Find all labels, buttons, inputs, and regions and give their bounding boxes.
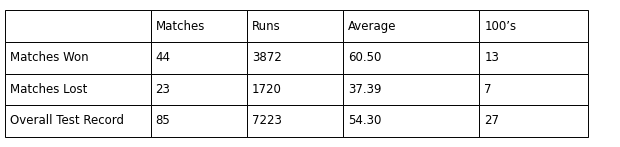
Text: 23: 23: [156, 83, 171, 96]
Text: 60.50: 60.50: [348, 51, 381, 64]
Bar: [479, 10, 588, 42]
Text: Matches: Matches: [156, 20, 205, 33]
Bar: [5, 10, 151, 42]
Bar: [151, 105, 247, 137]
Bar: [479, 105, 588, 137]
Text: 44: 44: [156, 51, 171, 64]
Bar: [479, 74, 588, 105]
Bar: [247, 105, 343, 137]
Bar: [151, 42, 247, 74]
Bar: [5, 42, 151, 74]
Text: 3872: 3872: [252, 51, 281, 64]
Bar: [151, 74, 247, 105]
Text: Matches Lost: Matches Lost: [10, 83, 87, 96]
Bar: [479, 42, 588, 74]
Text: 7223: 7223: [252, 114, 281, 127]
Bar: [5, 105, 151, 137]
Bar: [247, 10, 343, 42]
Bar: [247, 74, 343, 105]
Text: Runs: Runs: [252, 20, 280, 33]
Text: Matches Won: Matches Won: [10, 51, 89, 64]
Bar: [343, 105, 479, 137]
Text: 13: 13: [484, 51, 499, 64]
Text: 85: 85: [156, 114, 171, 127]
Bar: [247, 42, 343, 74]
Bar: [5, 74, 151, 105]
Text: 54.30: 54.30: [348, 114, 381, 127]
Text: 37.39: 37.39: [348, 83, 381, 96]
Text: 100’s: 100’s: [484, 20, 516, 33]
Text: 1720: 1720: [252, 83, 281, 96]
Bar: [151, 10, 247, 42]
Bar: [343, 42, 479, 74]
Bar: [343, 74, 479, 105]
Bar: [343, 10, 479, 42]
Text: Average: Average: [348, 20, 396, 33]
Text: 7: 7: [484, 83, 492, 96]
Text: 27: 27: [484, 114, 499, 127]
Text: Overall Test Record: Overall Test Record: [10, 114, 124, 127]
